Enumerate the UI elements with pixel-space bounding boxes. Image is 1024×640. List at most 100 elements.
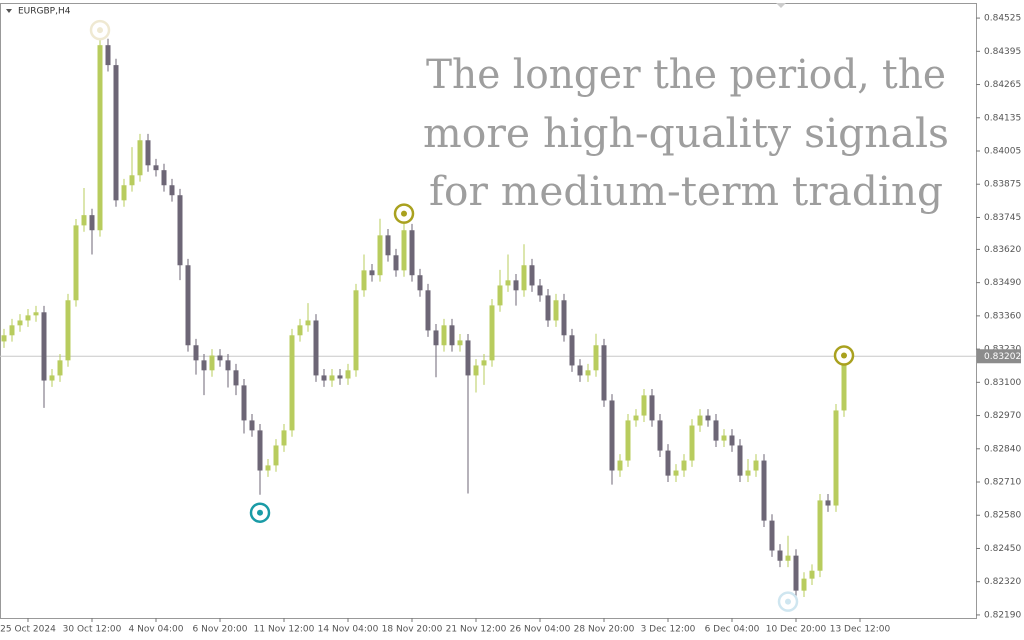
candle-body	[185, 265, 191, 346]
x-tick-label: 18 Nov 20:00	[382, 625, 443, 635]
x-tick-label: 30 Oct 12:00	[63, 625, 122, 635]
candle-body	[345, 370, 351, 379]
candle-body	[401, 230, 407, 271]
symbol-label: EURGBP,H4	[18, 7, 71, 17]
x-tick-label: 13 Dec 12:00	[830, 625, 891, 635]
signal-dot	[257, 509, 263, 516]
candle-body	[513, 280, 519, 291]
candle-body	[617, 460, 623, 471]
y-tick-label: 0.83620	[984, 245, 1021, 255]
candle-body	[625, 420, 631, 461]
menu-arrow[interactable]	[6, 9, 12, 13]
candle-body	[393, 255, 399, 271]
candle-body	[289, 335, 295, 431]
candle-body	[233, 370, 239, 386]
candle-body	[553, 300, 559, 321]
candle-body	[825, 500, 831, 506]
candle-body	[505, 280, 511, 286]
candle-body	[673, 470, 679, 476]
candle-body	[225, 360, 231, 371]
y-tick-label: 0.82190	[984, 610, 1021, 620]
candle-body	[785, 555, 791, 561]
candle-body	[585, 370, 591, 376]
x-tick-label: 25 Oct 2024	[0, 625, 56, 635]
candle-body	[529, 265, 535, 286]
candle-body	[577, 365, 583, 376]
signal-dot	[785, 598, 791, 605]
candle-body	[265, 465, 271, 471]
candle-body	[489, 305, 495, 361]
x-tick-label: 6 Nov 20:00	[193, 625, 248, 635]
x-tick-label: 4 Nov 04:00	[129, 625, 184, 635]
y-tick-label: 0.83100	[984, 378, 1021, 388]
candle-body	[569, 335, 575, 366]
candle-body	[465, 340, 471, 376]
candle-body	[145, 140, 151, 166]
candle-body	[697, 415, 703, 426]
candle-body	[161, 170, 167, 186]
signal-dot	[401, 210, 407, 217]
candle-body	[129, 175, 135, 186]
candle-body	[665, 450, 671, 476]
candle-body	[305, 320, 311, 326]
y-tick-label: 0.83490	[984, 278, 1021, 288]
candle-body	[201, 360, 207, 371]
candle-body	[809, 570, 815, 579]
candle-body	[121, 185, 127, 201]
candle-body	[481, 360, 487, 366]
candle-body	[9, 325, 15, 336]
candle-body	[17, 320, 23, 326]
candle-body	[417, 275, 423, 291]
candle-body	[633, 415, 639, 421]
candle-body	[657, 420, 663, 451]
candle-body	[833, 410, 839, 506]
candle-body	[449, 325, 455, 346]
candle-body	[113, 65, 119, 201]
candle-body	[273, 445, 279, 466]
candle-body	[137, 140, 143, 176]
candle-body	[105, 45, 111, 66]
y-tick-label: 0.82710	[984, 478, 1021, 488]
candle-body	[385, 235, 391, 256]
candle-body	[329, 375, 335, 381]
candle-body	[545, 295, 551, 321]
candle-body	[33, 312, 39, 316]
candle-body	[41, 312, 47, 381]
candle-body	[57, 360, 63, 376]
candle-body	[473, 365, 479, 376]
candle-body	[761, 460, 767, 521]
candle-body	[793, 555, 799, 591]
candle-body	[689, 425, 695, 461]
signal-dot	[97, 27, 103, 34]
overlay-line: for medium-term trading	[429, 169, 943, 215]
plot-frame	[0, 3, 977, 619]
candle-body	[25, 315, 31, 321]
candle-body	[153, 165, 159, 171]
candle-body	[313, 320, 319, 376]
y-tick-label: 0.82320	[984, 577, 1021, 587]
y-tick-label: 0.82970	[984, 411, 1021, 421]
candle-body	[241, 385, 247, 421]
candle-body	[641, 395, 647, 416]
shift-marker	[776, 3, 786, 8]
candle-body	[297, 325, 303, 336]
candle-body	[649, 395, 655, 421]
candle-body	[377, 235, 383, 276]
y-tick-label: 0.84265	[984, 80, 1021, 90]
candle-body	[777, 550, 783, 561]
y-tick-label: 0.82580	[984, 511, 1021, 521]
candle-body	[537, 285, 543, 296]
candle-body	[737, 445, 743, 476]
current-price-tag	[977, 349, 1021, 364]
y-tick-label: 0.83360	[984, 311, 1021, 321]
candle-body	[65, 300, 71, 361]
candle-body	[249, 420, 255, 431]
candle-body	[369, 270, 375, 276]
current-price-label: 0.83202	[984, 352, 1021, 362]
candle-body	[425, 290, 431, 331]
x-tick-label: 14 Nov 04:00	[318, 625, 379, 635]
candle-body	[73, 225, 79, 301]
candle-body	[169, 185, 175, 196]
overlay: The longer the period, the more high-qua…	[423, 52, 949, 215]
